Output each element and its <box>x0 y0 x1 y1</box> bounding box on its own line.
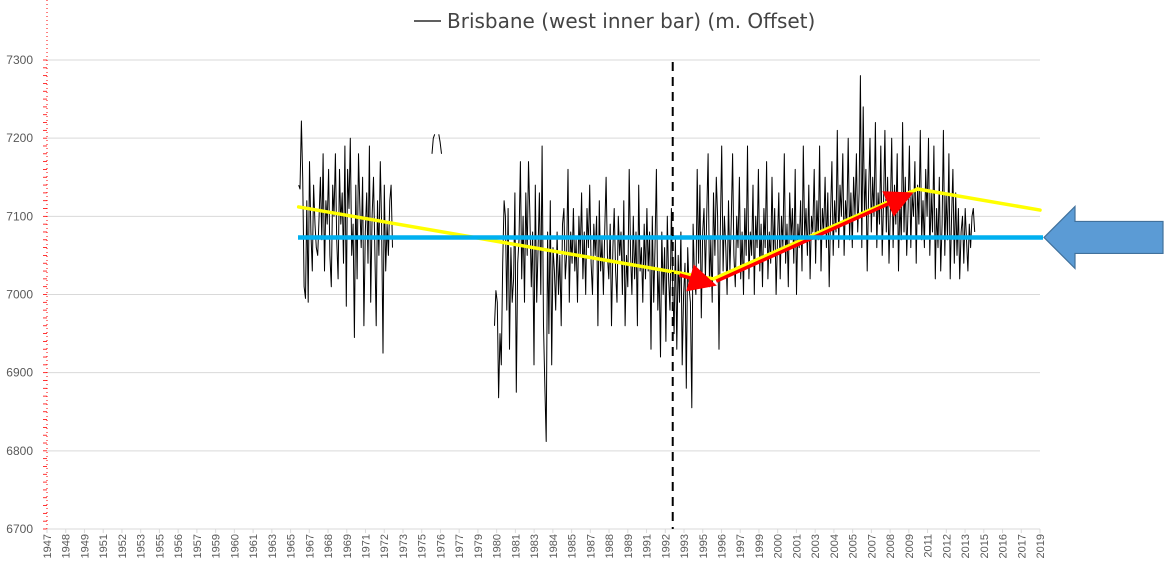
y-tick-labels: 6700 6800 6900 7000 7100 7200 7300 <box>6 53 33 536</box>
x-tick-label: 2004 <box>829 534 841 558</box>
x-tick-label: 1981 <box>510 534 522 558</box>
x-tick-label: 1984 <box>548 534 560 558</box>
x-tick-label: 2013 <box>960 534 972 558</box>
x-tick-label: 1989 <box>623 534 635 558</box>
x-tick-label: 2007 <box>866 534 878 558</box>
y-tick-label: 6800 <box>6 444 33 458</box>
x-tick-label: 1952 <box>117 534 129 558</box>
x-tick-label: 1955 <box>154 534 166 558</box>
x-tick-label: 1992 <box>660 534 672 558</box>
y-tick-label: 7000 <box>6 288 33 302</box>
x-tick-label: 1975 <box>417 534 429 558</box>
x-tick-label: 1953 <box>136 534 148 558</box>
x-tick-label: 2015 <box>979 534 991 558</box>
series-line <box>431 134 436 154</box>
y-tick-label: 7200 <box>6 131 33 145</box>
x-tick-label: 1963 <box>267 534 279 558</box>
x-tick-label: 1983 <box>529 534 541 558</box>
x-tick-label: 2008 <box>885 534 897 558</box>
annotation-overlays <box>296 62 1164 529</box>
x-tick-label: 1973 <box>398 534 410 558</box>
series-line <box>494 75 976 442</box>
x-tick-label: 1972 <box>379 534 391 558</box>
x-tick-label: 1948 <box>61 534 73 558</box>
x-tick-label: 1987 <box>585 534 597 558</box>
trend-arrow <box>679 264 717 292</box>
x-tick-label: 1960 <box>229 534 241 558</box>
data-series <box>298 75 976 442</box>
x-tick-label: 1957 <box>192 534 204 558</box>
x-tick-label: 2012 <box>941 534 953 558</box>
y-minor-ticks <box>43 59 47 530</box>
x-tick-label: 1991 <box>642 534 654 558</box>
x-tick-label: 1947 <box>42 534 54 558</box>
chart-title: Brisbane (west inner bar) (m. Offset) <box>447 9 815 33</box>
trend-line <box>915 187 1042 212</box>
x-tick-label: 1959 <box>211 534 223 558</box>
x-tick-label: 1995 <box>698 534 710 558</box>
x-tick-label: 1985 <box>567 534 579 558</box>
x-tick-label: 1999 <box>754 534 766 558</box>
x-tick-label: 2019 <box>1035 534 1047 558</box>
series-line <box>438 134 442 154</box>
left-arrow-icon <box>1043 204 1164 270</box>
x-tick-label: 1980 <box>492 534 504 558</box>
series-line <box>298 120 393 354</box>
x-tick-label: 2011 <box>923 534 935 558</box>
x-tick-label: 1956 <box>173 534 185 558</box>
x-tick-label: 1977 <box>454 534 466 558</box>
trend-line <box>296 205 716 281</box>
y-tick-label: 6900 <box>6 366 33 380</box>
x-tick-label: 1949 <box>79 534 91 558</box>
x-tick-label: 1967 <box>304 534 316 558</box>
x-tick-label: 2017 <box>1016 534 1028 558</box>
x-tick-label: 1965 <box>286 534 298 558</box>
x-tick-label: 1961 <box>248 534 260 558</box>
x-tick-label: 1996 <box>716 534 728 558</box>
x-tick-label: 2000 <box>773 534 785 558</box>
x-tick-labels: 1947 1948 1949 1951 1952 1953 1955 1956 1957 1959… <box>42 529 1047 558</box>
x-tick-label: 2009 <box>904 534 916 558</box>
horizontal-grid <box>47 59 1040 452</box>
x-tick-label: 1988 <box>604 534 616 558</box>
x-tick-label: 1997 <box>735 534 747 558</box>
x-tick-label: 1968 <box>323 534 335 558</box>
x-tick-label: 1979 <box>473 534 485 558</box>
x-tick-label: 1971 <box>361 534 373 558</box>
y-tick-label: 6700 <box>6 522 33 536</box>
x-tick-label: 2001 <box>791 534 803 558</box>
legend: Brisbane (west inner bar) (m. Offset) <box>414 9 815 33</box>
x-tick-label: 1976 <box>435 534 447 558</box>
x-tick-label: 1993 <box>679 534 691 558</box>
y-tick-label: 7100 <box>6 209 33 223</box>
x-tick-label: 1951 <box>98 534 110 558</box>
y-tick-label: 7300 <box>6 53 33 67</box>
x-tick-label: 2005 <box>848 534 860 558</box>
x-tick-label: 2003 <box>810 534 822 558</box>
x-tick-label: 1969 <box>342 534 354 558</box>
x-tick-label: 2016 <box>998 534 1010 558</box>
